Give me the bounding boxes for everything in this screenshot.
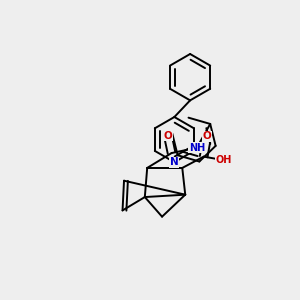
Text: OH: OH [216,155,232,165]
Text: N: N [170,157,179,167]
Text: NH: NH [189,143,205,153]
Text: O: O [164,130,172,141]
Text: O: O [203,131,212,141]
